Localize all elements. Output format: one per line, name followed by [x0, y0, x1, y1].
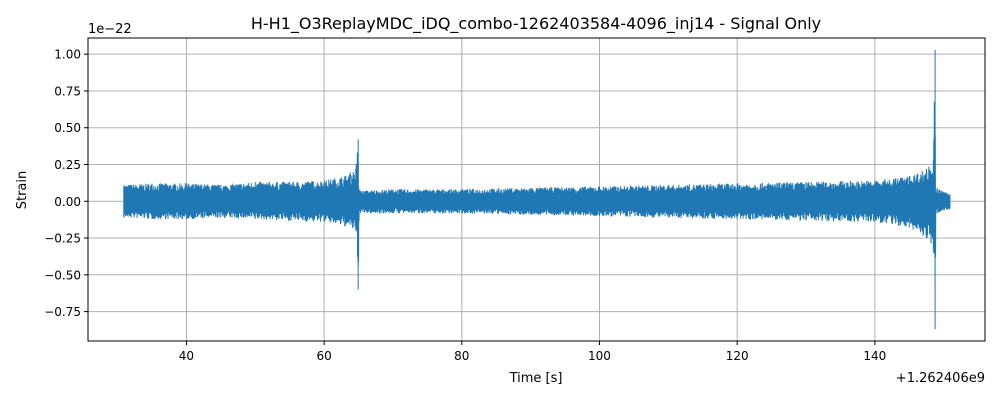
y-tick-label: 0.50 — [54, 121, 81, 135]
chart-title: H-H1_O3ReplayMDC_iDQ_combo-1262403584-40… — [251, 14, 821, 34]
x-tick-label: 80 — [454, 349, 469, 363]
x-axis-offset-label: +1.262406e9 — [896, 371, 985, 386]
y-tick-label: 0.25 — [54, 158, 81, 172]
x-axis-ticks: 40 60 80 100 120 140 — [179, 341, 886, 363]
y-tick-label: −0.50 — [44, 268, 81, 282]
plot-data — [123, 49, 951, 330]
y-axis-label: Strain — [15, 171, 30, 210]
x-axis-label: Time [s] — [509, 371, 563, 386]
y-axis-ticks: −0.75 −0.50 −0.25 0.00 0.25 0.50 0.75 1.00 — [44, 48, 88, 319]
y-tick-label: −0.75 — [44, 305, 81, 319]
x-tick-label: 120 — [726, 349, 749, 363]
signal-series-line — [123, 49, 951, 330]
x-tick-label: 40 — [179, 349, 194, 363]
y-tick-label: 1.00 — [54, 48, 81, 62]
x-tick-label: 60 — [316, 349, 331, 363]
x-tick-label: 140 — [863, 349, 886, 363]
x-tick-label: 100 — [588, 349, 611, 363]
y-tick-label: −0.25 — [44, 232, 81, 246]
y-tick-label: 0.75 — [54, 84, 81, 98]
y-axis-scale-label: 1e−22 — [88, 22, 132, 37]
y-tick-label: 0.00 — [54, 195, 81, 209]
plot-frame — [87, 37, 986, 342]
